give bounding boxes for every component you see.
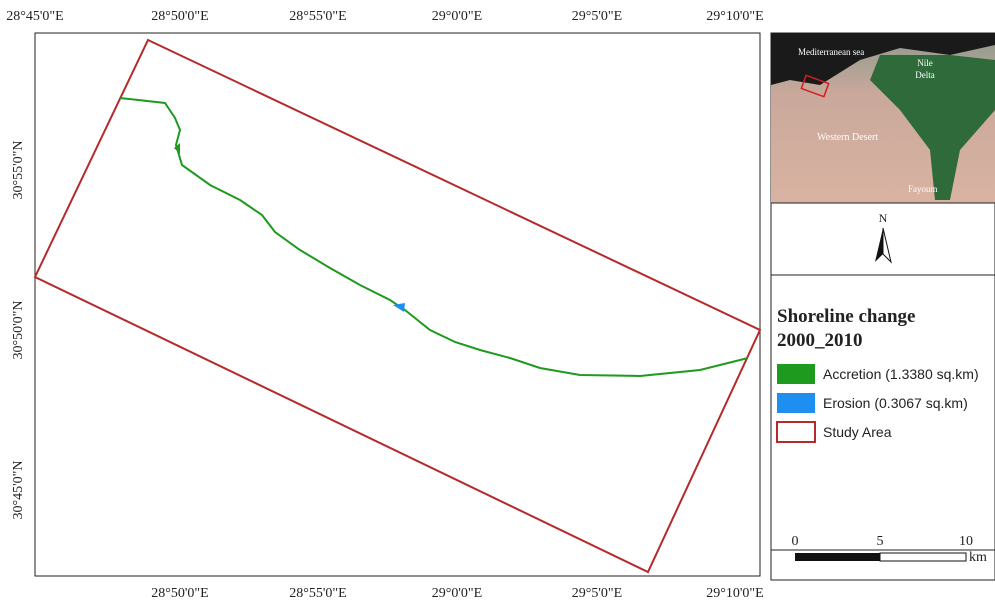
inset-label: Delta	[915, 70, 935, 80]
inset-label: Nile	[917, 58, 933, 68]
legend-title: 2000_2010	[777, 330, 863, 351]
lon-label: 29°5'0"E	[572, 9, 622, 24]
legend-label: Accretion (1.3380 sq.km)	[823, 366, 979, 382]
scale-black	[795, 553, 880, 561]
scale-unit: km	[969, 550, 987, 565]
scale-white	[880, 553, 966, 561]
bottom-labels: 28°50'0"E 28°55'0"E 29°0'0"E 29°5'0"E 29…	[151, 586, 763, 601]
scale-label: 10	[959, 534, 973, 549]
left-labels: 30°55'0"N 30°50'0"N 30°45'0"N	[11, 141, 26, 520]
top-labels: 28°45'0"E 28°50'0"E 28°55'0"E 29°0'0"E 2…	[6, 9, 763, 24]
map-figure: 28°45'0"E 28°50'0"E 28°55'0"E 29°0'0"E 2…	[0, 0, 995, 606]
lon-label: 29°10'0"E	[706, 9, 763, 24]
inset-label: Fayoum	[908, 184, 938, 194]
inset-label: Mediterranean sea	[798, 47, 864, 57]
north-label: N	[879, 211, 888, 225]
inset-label: Western Desert	[817, 132, 878, 143]
legend-label: Erosion (0.3067 sq.km)	[823, 395, 968, 411]
legend-label: Study Area	[823, 424, 892, 440]
lon-label: 29°10'0"E	[706, 586, 763, 601]
lon-label: 28°55'0"E	[289, 586, 346, 601]
legend-swatch	[777, 393, 815, 413]
lon-label: 29°0'0"E	[432, 9, 482, 24]
legend-title: Shoreline change	[777, 306, 915, 327]
lat-label: 30°45'0"N	[11, 461, 26, 520]
lon-label: 29°5'0"E	[572, 586, 622, 601]
scale-label: 0	[792, 534, 799, 549]
lon-label: 29°0'0"E	[432, 586, 482, 601]
inset-map: Mediterranean sea Nile Delta Western Des…	[771, 33, 995, 203]
lon-label: 28°45'0"E	[6, 9, 63, 24]
scale-label: 5	[877, 534, 884, 549]
lat-label: 30°55'0"N	[11, 141, 26, 200]
lon-label: 28°50'0"E	[151, 9, 208, 24]
legend-swatch	[777, 364, 815, 384]
lon-label: 28°55'0"E	[289, 9, 346, 24]
lon-label: 28°50'0"E	[151, 586, 208, 601]
lat-label: 30°50'0"N	[11, 301, 26, 360]
